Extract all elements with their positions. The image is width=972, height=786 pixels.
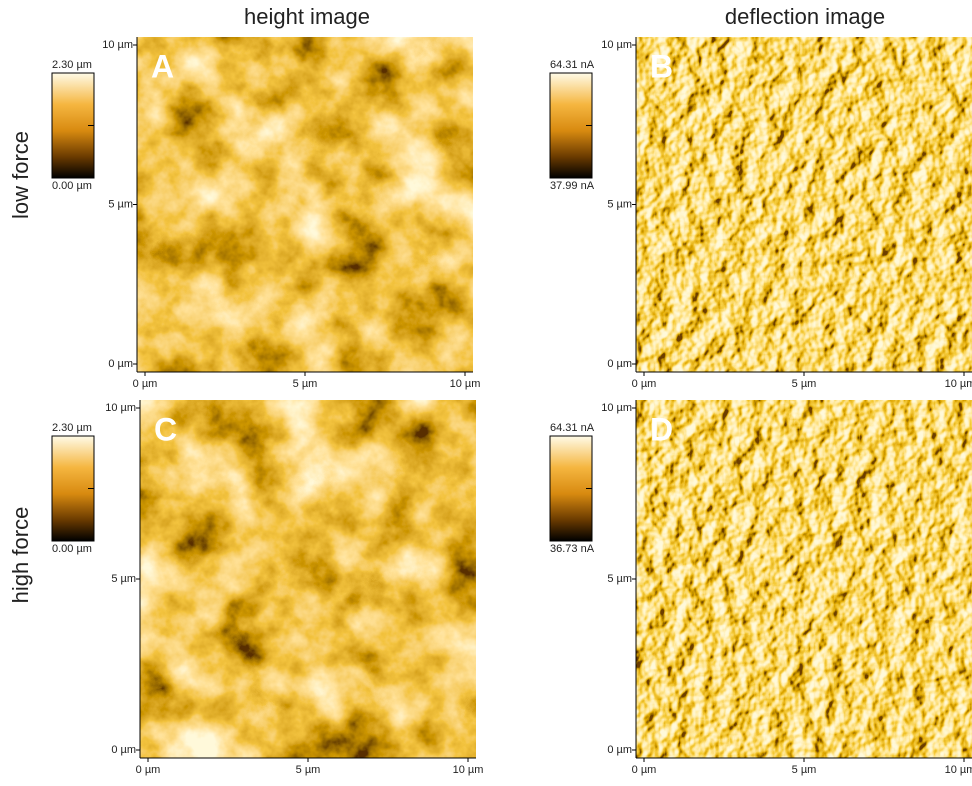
figure: height image deflection image low force … [0,0,972,786]
panel-letter: A [151,48,174,84]
afm-image [137,37,473,372]
colorbar [550,73,592,178]
x-tick-label: 5 µm [296,764,321,776]
colorbar-min: 0.00 µm [52,543,92,555]
row-title: high force [8,507,33,604]
x-tick-label: 10 µm [945,764,972,776]
colorbar-min: 36.73 nA [550,543,595,555]
panel-letter: D [650,411,673,447]
colorbar-max: 64.31 nA [550,422,595,434]
panel-letter: C [154,411,177,447]
colorbar [550,436,592,541]
y-tick-label: 0 µm [607,358,632,370]
y-tick-label: 5 µm [607,198,632,210]
y-tick-label: 10 µm [102,39,133,51]
row-title: low force [8,131,33,219]
colorbar-min: 37.99 nA [550,180,595,192]
y-tick-label: 5 µm [108,198,133,210]
x-tick-label: 10 µm [450,378,481,390]
afm-image [140,400,476,758]
colorbar-max: 64.31 nA [550,59,595,71]
x-tick-label: 10 µm [945,378,972,390]
x-tick-label: 0 µm [632,764,657,776]
x-tick-label: 5 µm [293,378,318,390]
y-tick-label: 0 µm [108,358,133,370]
y-tick-label: 0 µm [111,744,136,756]
afm-image [636,37,972,372]
x-tick-label: 5 µm [792,378,817,390]
y-tick-label: 5 µm [607,573,632,585]
x-tick-label: 5 µm [792,764,817,776]
colorbar [52,436,94,541]
column-title: deflection image [725,4,885,29]
colorbar-max: 2.30 µm [52,59,92,71]
x-tick-label: 0 µm [632,378,657,390]
x-tick-label: 0 µm [133,378,158,390]
afm-image [636,400,972,758]
colorbar [52,73,94,178]
x-tick-label: 0 µm [136,764,161,776]
x-tick-label: 10 µm [453,764,484,776]
y-tick-label: 5 µm [111,573,136,585]
column-title: height image [244,4,370,29]
y-tick-label: 0 µm [607,744,632,756]
colorbar-min: 0.00 µm [52,180,92,192]
y-tick-label: 10 µm [105,402,136,414]
y-tick-label: 10 µm [601,39,632,51]
panel-letter: B [650,48,673,84]
y-tick-label: 10 µm [601,402,632,414]
colorbar-max: 2.30 µm [52,422,92,434]
